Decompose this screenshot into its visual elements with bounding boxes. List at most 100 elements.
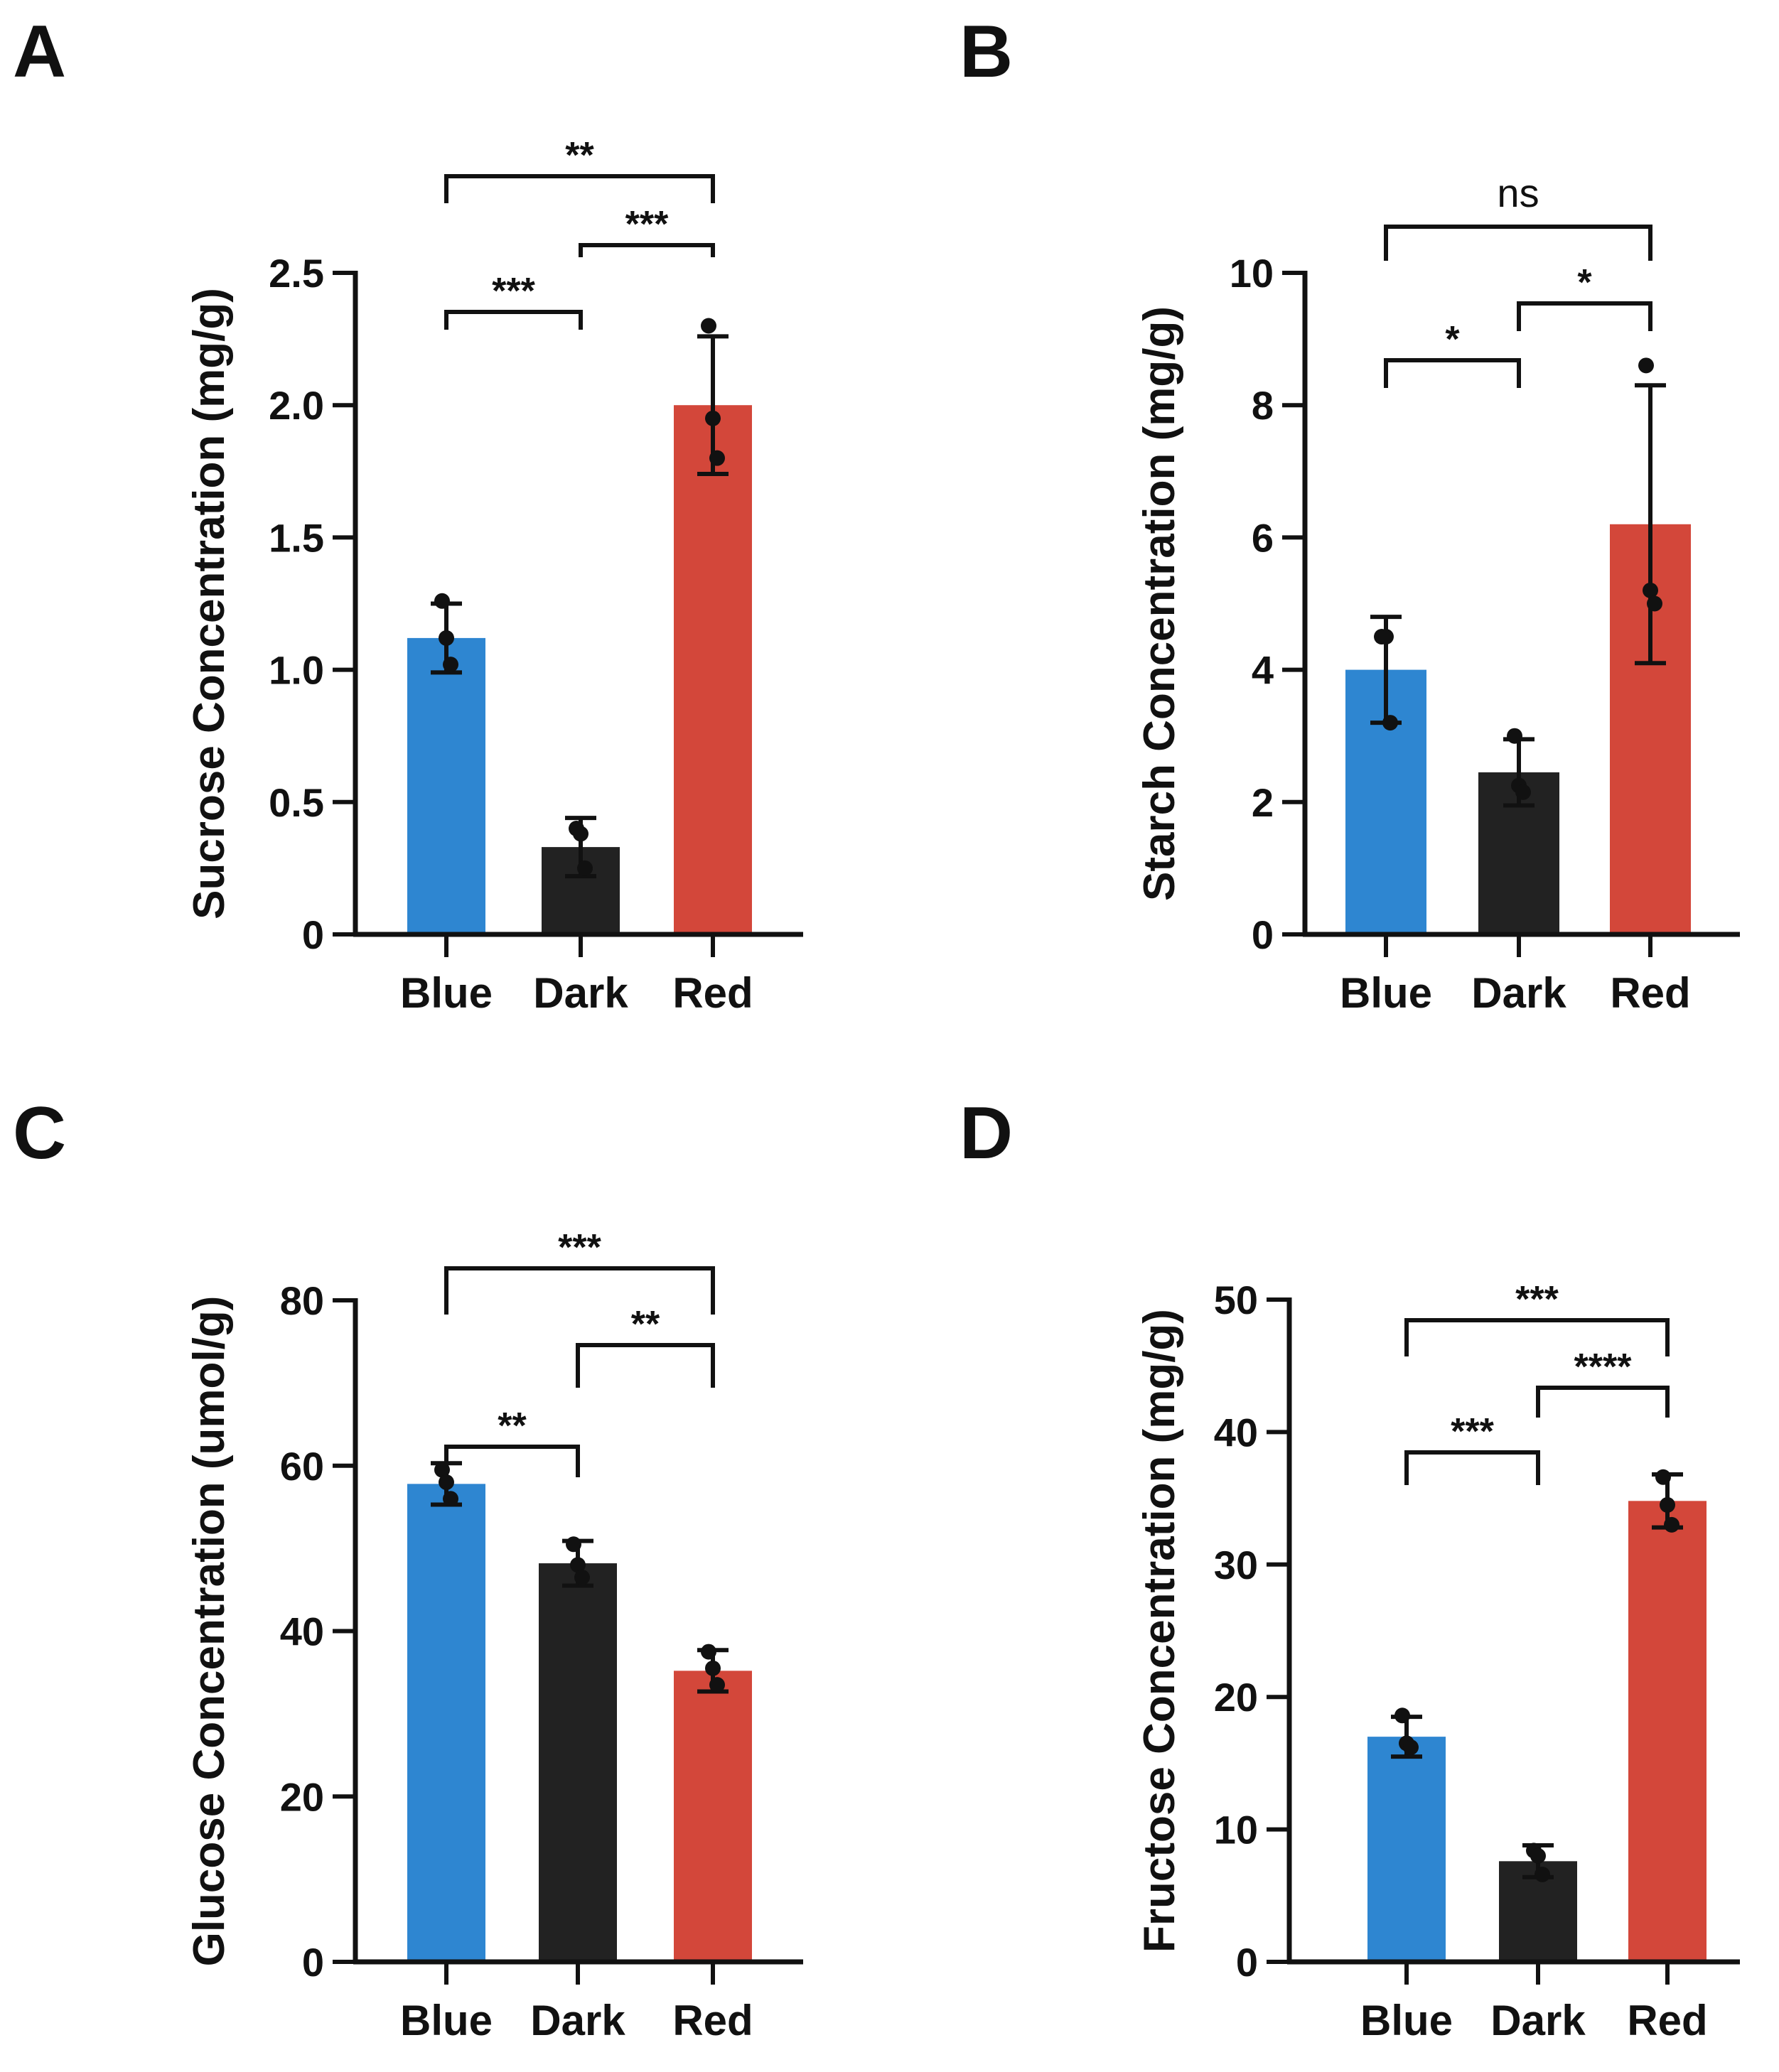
x-tick-label: Blue [400,1997,493,2044]
y-tick-label: 1.0 [269,648,324,693]
chart-panel-c: C Glucose Concentration (umol/g) 0 20 40 60 80… [13,1092,803,2044]
significance-label: ns [1497,171,1539,215]
data-point [1403,1739,1419,1756]
data-point [1378,629,1394,645]
significance-label: *** [1451,1411,1494,1452]
data-point [434,593,450,609]
y-axis-title: Glucose Concentration (umol/g) [185,1296,234,1967]
significance-bracket [1404,1318,1670,1356]
y-tick-label: 60 [280,1444,324,1489]
y-tick-label: 0 [1236,1940,1258,1985]
y-tick-label: 10 [1214,1808,1258,1852]
significance-bracket [1384,358,1521,388]
y-axis-title: Starch Concentration (mg/g) [1135,306,1184,901]
significance-label: *** [558,1227,601,1268]
x-tick-label: Dark [1471,969,1566,1017]
data-point [573,826,588,842]
bar [674,1671,752,1962]
y-tick-label: 6 [1252,515,1274,560]
data-point [709,450,725,466]
data-point [566,1536,581,1553]
x-tick-label: Dark [533,969,628,1017]
data-point [443,1491,458,1507]
bar [1367,1737,1446,1962]
x-tick-label: Red [672,969,753,1017]
data-point [705,1660,721,1676]
y-tick-label: 40 [280,1609,324,1654]
bar [407,637,485,934]
y-tick-label: 2.0 [269,383,324,428]
data-point [1655,1469,1671,1485]
significance-label: *** [625,204,669,245]
significance-bracket [444,1266,715,1315]
y-tick-label: 50 [1214,1278,1258,1322]
data-point [709,1677,725,1693]
x-tick-label: Red [1627,1997,1707,2044]
y-tick-label: 0 [302,912,324,957]
y-tick-label: 20 [1214,1675,1258,1720]
bar [1628,1501,1707,1962]
significance-bracket [444,310,583,330]
data-point [1394,1707,1410,1724]
significance-bracket [1536,1386,1670,1418]
data-point [570,1557,586,1573]
y-tick-label: 0 [1252,912,1274,957]
significance-label: ** [631,1304,660,1345]
data-point [574,1569,590,1585]
data-point [705,410,721,426]
panel-letter: D [960,1092,1013,1175]
panel-letter: C [13,1092,66,1175]
y-tick-label: 0 [302,1940,324,1985]
chart-panel-b: B Starch Concentration (mg/g) 0 2 4 6 8 10 Blue D… [960,11,1740,1017]
y-tick-label: 80 [280,1278,324,1323]
bar [407,1484,485,1962]
data-point [1507,728,1522,744]
x-tick-label: Blue [1360,1997,1453,2044]
x-tick-label: Blue [400,969,493,1017]
significance-bracket [576,1343,715,1388]
significance-bracket [1404,1450,1540,1485]
data-point [439,630,454,646]
data-point [1647,595,1662,612]
data-point [1664,1516,1679,1533]
y-tick-label: 1.5 [269,515,324,560]
chart-panel-d: D Fructose Concentration (mg/g) 0 10 20 30 40 5… [960,1092,1740,2044]
x-tick-label: Dark [1490,1997,1586,2044]
y-tick-label: 30 [1214,1543,1258,1587]
significance-bracket [579,243,715,257]
y-tick-label: 2 [1252,780,1274,825]
y-tick-label: 0.5 [269,780,324,825]
data-point [1638,357,1654,374]
x-tick-label: Red [1610,969,1690,1017]
panel-letter: B [960,11,1013,93]
x-tick-label: Blue [1340,969,1432,1017]
panel-letter: A [13,11,66,93]
data-point [1530,1847,1546,1864]
significance-bracket [1517,301,1652,331]
significance-label: * [1445,319,1460,360]
significance-label: *** [492,271,535,312]
y-tick-label: 2.5 [269,251,324,296]
y-axis-title: Fructose Concentration (mg/g) [1135,1309,1184,1953]
data-point [1643,582,1658,598]
chart-panel-a: A Sucrose Concentration (mg/g) 0 0.5 1.0 1.5 2… [13,11,803,1017]
significance-label: *** [1515,1279,1559,1320]
data-point [443,657,458,673]
data-point [701,318,716,334]
significance-bracket [444,1445,580,1477]
significance-label: **** [1574,1347,1633,1388]
data-point [439,1474,454,1491]
data-point [577,860,593,876]
significance-label: ** [565,135,594,176]
y-tick-label: 4 [1252,648,1274,693]
y-axis-title: Sucrose Concentration (mg/g) [185,288,234,919]
significance-label: * [1577,262,1592,303]
data-point [1660,1496,1675,1513]
bar [674,405,752,934]
significance-bracket [444,174,715,203]
x-tick-label: Dark [530,1997,625,2044]
x-tick-label: Red [672,1997,753,2044]
y-tick-label: 10 [1230,251,1274,296]
bar [539,1563,617,1962]
